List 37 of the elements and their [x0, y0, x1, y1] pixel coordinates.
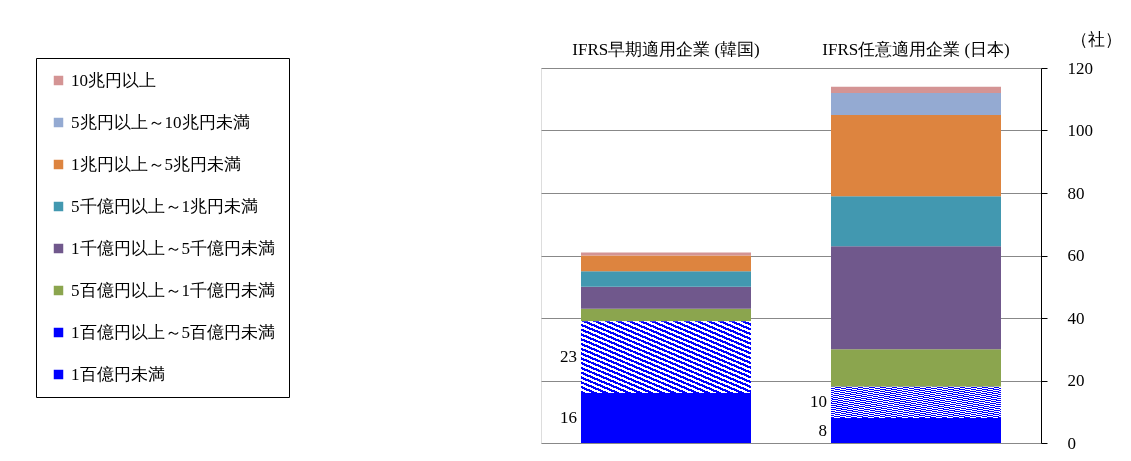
x-tick-label: IFRS早期適用企業 (韓国)	[572, 39, 760, 59]
bar	[831, 86, 1001, 93]
data-label: 16	[560, 408, 577, 427]
legend-label: 5千億円以上～1兆円未満	[71, 196, 258, 216]
data-label: 10	[810, 392, 827, 412]
bar	[831, 114, 1001, 197]
y-tick-label: 0	[1067, 433, 1076, 453]
y-tick-label: 20	[1067, 371, 1085, 390]
bar	[581, 271, 751, 287]
legend-label: 1百億円以上～5百億円未満	[71, 322, 275, 342]
bar	[581, 393, 751, 443]
legend-label: 1千億円以上～5千億円未満	[71, 238, 275, 258]
legend-label: 10兆円以上	[71, 70, 156, 90]
bar	[831, 93, 1001, 115]
y-tick-label: 120	[1067, 58, 1093, 78]
data-label: 23	[560, 347, 577, 367]
bar	[831, 246, 1001, 350]
legend-label: 1百億円未満	[71, 364, 165, 384]
bar	[581, 255, 751, 272]
legend-label: 5兆円以上～10兆円未満	[71, 112, 250, 132]
bar	[581, 286, 751, 309]
legend-label: 5百億円以上～1千億円未満	[71, 280, 275, 300]
bar	[581, 308, 751, 322]
bar	[581, 321, 751, 393]
y-tick-label: 40	[1067, 308, 1085, 328]
bar	[831, 349, 1001, 387]
y-tick-label: 100	[1067, 121, 1093, 140]
data-label: 8	[818, 420, 827, 440]
y-axis-title: （社）	[1071, 29, 1122, 49]
bar	[581, 252, 751, 256]
bar	[831, 418, 1001, 443]
bar	[831, 386, 1001, 418]
legend-label: 1兆円以上～5兆円未満	[71, 154, 241, 174]
bar	[831, 196, 1001, 247]
y-tick-label: 80	[1067, 183, 1085, 203]
x-tick-label: IFRS任意適用企業 (日本)	[822, 39, 1010, 59]
y-tick-label: 60	[1067, 246, 1085, 265]
